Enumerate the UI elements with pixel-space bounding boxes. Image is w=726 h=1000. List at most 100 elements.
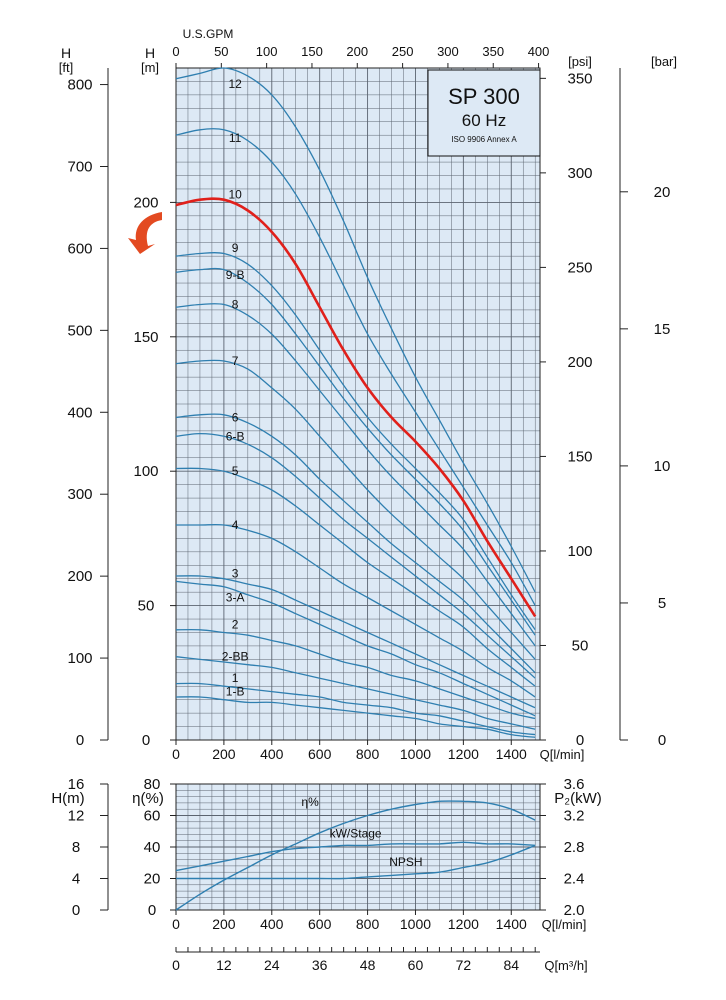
gpm-tick-label: 0 [172, 44, 179, 59]
m-tick-label: 150 [133, 329, 158, 346]
bar-tick-label: 10 [654, 458, 671, 475]
ft-tick-label: 500 [67, 322, 92, 339]
curve-label-3: 3 [232, 566, 239, 580]
m-axis-unit: [m] [141, 60, 159, 75]
psi-tick-label: 350 [567, 70, 592, 87]
main-x-axis-bottom: 0 200 400 600 800 1000 1200 1400 Q[l/min] [172, 740, 584, 762]
eta-axis-label: η(%) [132, 790, 164, 807]
psi-tick-label: 100 [567, 543, 592, 560]
curve-4 [176, 523, 536, 698]
lower-x-tick-label: 200 [212, 916, 236, 932]
curve-label-9: 9 [232, 241, 239, 255]
bar-tick-label: 15 [654, 321, 671, 338]
curve-11 [175, 128, 536, 606]
lower-curve-η% [175, 800, 536, 911]
gpm-axis-label: U.S.GPM [183, 27, 234, 41]
npsh-axis-label: H(m) [51, 790, 84, 807]
ft-tick-label: 400 [67, 404, 92, 421]
psi-axis-label: [psi] [568, 54, 592, 69]
m3h-tick-label: 48 [360, 957, 376, 973]
curve-12 [175, 67, 536, 593]
gpm-tick-label: 400 [528, 44, 550, 59]
x-tick-label: 0 [172, 746, 180, 762]
curve-label-7: 7 [232, 354, 239, 368]
bar-tick-label: 5 [658, 595, 666, 612]
ft-tick-label: 0 [76, 732, 84, 749]
npsh-tick-label: 12 [68, 808, 85, 825]
m3h-tick-label: 84 [503, 957, 519, 973]
curve-label-4: 4 [232, 518, 239, 532]
curve-label-1-B: 1-B [226, 685, 245, 699]
m3h-tick-label: 24 [264, 957, 280, 973]
curve-6 [175, 413, 536, 674]
m3h-tick-label: 12 [216, 957, 232, 973]
title-model: SP 300 [448, 84, 520, 109]
curve-1-B [175, 696, 536, 738]
lower-x-tick-label: 0 [172, 916, 180, 932]
eta-tick-label: 80 [144, 776, 161, 793]
title-box: SP 300 60 Hz ISO 9906 Annex A [427, 69, 541, 157]
curve-label-3-A: 3-A [226, 591, 245, 605]
curve-10 [175, 197, 537, 618]
ft-tick-label: 300 [67, 486, 92, 503]
m3h-tick-label: 60 [408, 957, 424, 973]
x-tick-label: 1000 [400, 746, 431, 762]
psi-tick-label: 0 [576, 732, 584, 749]
lower-curve-label: NPSH [389, 855, 422, 869]
x-tick-label: 1200 [448, 746, 479, 762]
gpm-tick-label: 200 [346, 44, 368, 59]
lower-x-tick-label: 1400 [496, 916, 527, 932]
curve-label-5: 5 [232, 464, 239, 478]
lower-curve-NPSH [176, 844, 536, 880]
ft-tick-label: 600 [67, 240, 92, 257]
curve-label-2: 2 [232, 617, 239, 631]
bar-axis-label: [bar] [651, 54, 677, 69]
ft-tick-label: 200 [67, 568, 92, 585]
curve-label-11: 11 [229, 131, 242, 145]
psi-tick-label: 150 [567, 448, 592, 465]
ft-axis-unit: [ft] [59, 60, 73, 75]
power-tick-label: 2.0 [564, 902, 585, 919]
gpm-tick-label: 300 [437, 44, 459, 59]
curve-label-12: 12 [228, 77, 242, 91]
y-axis-m: 0 50 100 150 200 H[m] [133, 45, 176, 749]
m-tick-label: 100 [133, 463, 158, 480]
psi-tick-label: 50 [572, 637, 589, 654]
curve-1 [175, 682, 536, 736]
curve-6-B [175, 432, 536, 679]
main-curves: 12 11 10 9 9-B 8 7 6 6-B 5 4 3 3-A 2 2-BB 11-B [175, 67, 537, 738]
gpm-tick-label: 350 [482, 44, 504, 59]
curve-9 [175, 251, 536, 631]
x-tick-label: 800 [356, 746, 380, 762]
lower-curve-label: η% [301, 795, 319, 809]
curve-label-8: 8 [232, 298, 239, 312]
m-tick-label: 0 [142, 732, 150, 749]
m3h-tick-label: 0 [172, 957, 180, 973]
ft-tick-label: 800 [67, 77, 92, 94]
y-axis-ft: 0 100 200 300 400 500 600 700 800 H[ft] [59, 45, 109, 749]
gpm-tick-label: 100 [256, 44, 278, 59]
ft-axis-label: H [61, 45, 71, 61]
main-plot: 0 200 400 600 800 1000 1200 1400 Q[l/min]0 50 100 1… [59, 27, 677, 762]
curve-label-10: 10 [228, 187, 242, 201]
x-tick-label: 400 [260, 746, 284, 762]
curve-7 [175, 359, 536, 660]
m3h-axis-label: Q[m³/h] [544, 958, 587, 973]
lower-x-tick-label: 1000 [400, 916, 431, 932]
lower-curve-kW/Stage [175, 841, 536, 872]
bar-tick-label: 0 [658, 732, 666, 749]
ft-tick-label: 100 [67, 650, 92, 667]
curve-label-2-BB: 2-BB [222, 650, 249, 664]
title-standard: ISO 9906 Annex A [451, 135, 517, 144]
curve-label-6: 6 [232, 410, 239, 424]
m3h-tick-label: 72 [456, 957, 472, 973]
npsh-tick-label: 4 [72, 871, 80, 888]
npsh-tick-label: 0 [72, 902, 80, 919]
curve-2 [175, 628, 536, 720]
psi-tick-label: 200 [567, 354, 592, 371]
lower-plot: 0 200 400 600 800 1000 1200 1400 Q[l/min]0 12 24 36… [51, 776, 601, 973]
x-tick-label: 1400 [496, 746, 527, 762]
title-frequency: 60 Hz [462, 111, 506, 130]
main-x-axis-top: 0 50 100 150 200 250 300 350 400 U.S.GPM [172, 27, 549, 68]
